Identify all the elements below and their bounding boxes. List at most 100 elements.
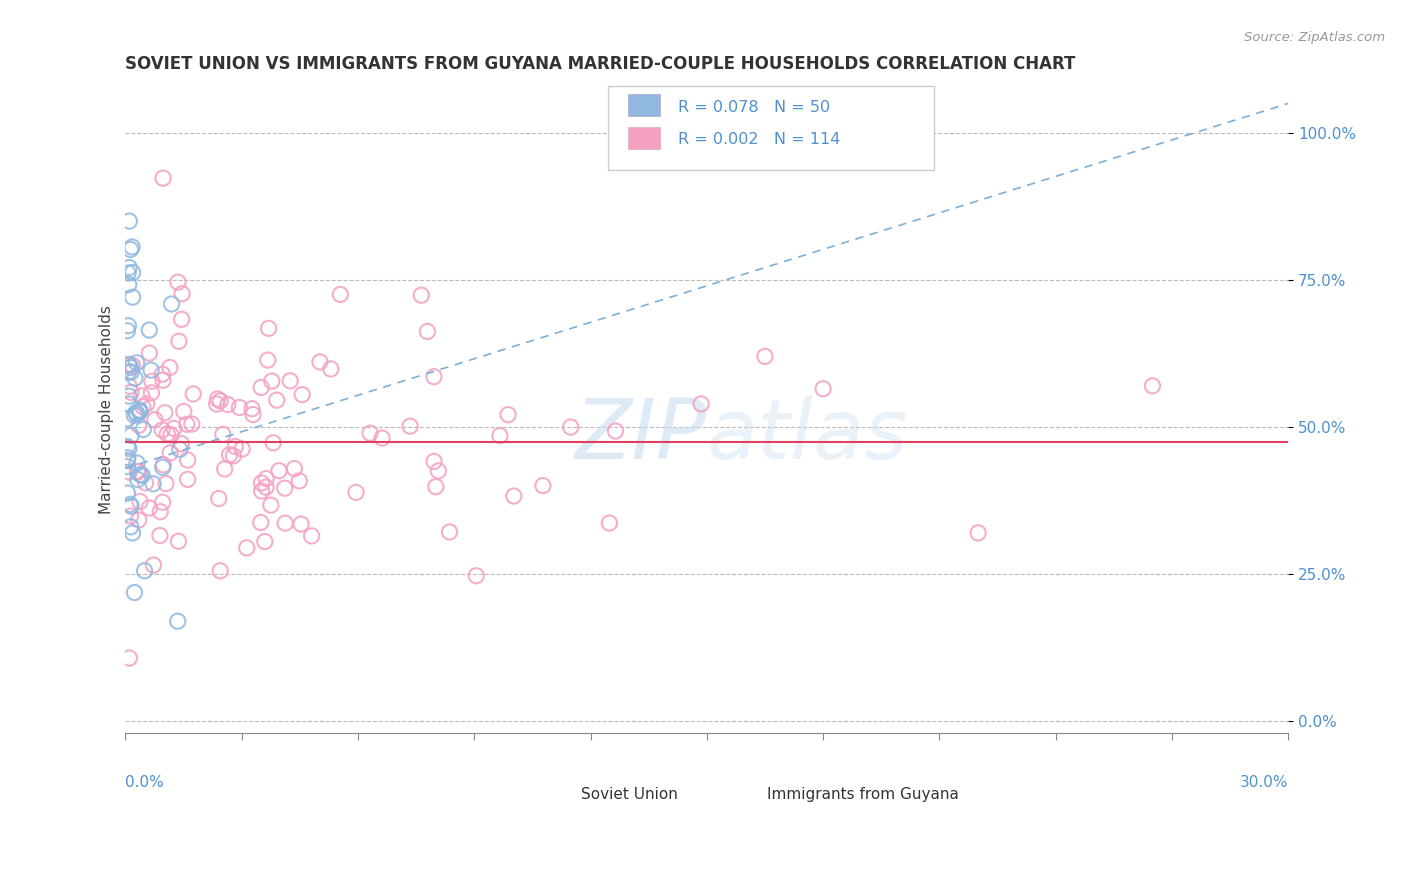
Point	[465, 568, 488, 582]
Point	[423, 369, 446, 384]
Point	[399, 419, 422, 434]
Point	[138, 501, 160, 516]
Point	[228, 401, 250, 415]
Point	[427, 464, 450, 478]
Point	[159, 360, 181, 375]
Point	[132, 422, 155, 436]
Point	[242, 408, 264, 422]
Point	[262, 435, 284, 450]
Text: 0.0%: 0.0%	[125, 775, 165, 790]
Point	[690, 397, 713, 411]
Point	[117, 397, 139, 411]
Point	[118, 214, 141, 228]
Point	[138, 346, 160, 360]
Point	[283, 461, 305, 475]
Point	[371, 431, 394, 445]
Point	[124, 585, 146, 599]
Point	[598, 516, 620, 530]
FancyBboxPatch shape	[607, 86, 934, 170]
Point	[288, 474, 311, 488]
Point	[143, 413, 166, 427]
Point	[291, 387, 314, 401]
Point	[149, 528, 172, 542]
Point	[260, 374, 283, 388]
Point	[254, 480, 277, 494]
Point	[122, 409, 145, 423]
Point	[160, 297, 183, 311]
Point	[167, 334, 190, 349]
Point	[120, 360, 142, 375]
Point	[135, 475, 157, 490]
Point	[150, 423, 173, 437]
Point	[208, 491, 231, 506]
Point	[117, 318, 139, 333]
Point	[496, 408, 519, 422]
Text: atlas: atlas	[707, 395, 908, 475]
Point	[169, 442, 191, 457]
Point	[176, 453, 198, 467]
Point	[121, 265, 143, 279]
Point	[560, 420, 582, 434]
Point	[152, 495, 174, 509]
Point	[260, 498, 283, 512]
Point	[155, 476, 177, 491]
Point	[118, 651, 141, 665]
Point	[176, 472, 198, 486]
Point	[344, 485, 367, 500]
Point	[141, 374, 163, 388]
Point	[142, 476, 165, 491]
Point	[120, 428, 142, 442]
Point	[118, 358, 141, 372]
Point	[359, 426, 381, 441]
Point	[266, 393, 288, 408]
FancyBboxPatch shape	[627, 127, 661, 149]
Point	[127, 465, 149, 479]
Point	[159, 446, 181, 460]
Text: Soviet Union: Soviet Union	[581, 787, 678, 802]
Point	[118, 389, 141, 403]
Point	[118, 465, 141, 479]
Point	[120, 385, 142, 400]
Point	[235, 541, 257, 555]
Point	[131, 468, 153, 483]
Point	[152, 373, 174, 387]
Point	[120, 365, 142, 379]
Point	[170, 286, 193, 301]
Point	[120, 243, 142, 257]
Point	[309, 355, 332, 369]
Point	[256, 353, 278, 368]
Point	[117, 440, 139, 454]
Point	[222, 449, 245, 463]
Point	[124, 371, 146, 385]
Point	[411, 288, 433, 302]
Point	[160, 427, 183, 442]
Point	[209, 564, 232, 578]
Point	[605, 424, 627, 438]
Point	[128, 513, 150, 527]
Point	[214, 462, 236, 476]
Point	[173, 404, 195, 418]
Point	[217, 398, 239, 412]
Text: ZIP: ZIP	[575, 395, 707, 475]
Text: SOVIET UNION VS IMMIGRANTS FROM GUYANA MARRIED-COUPLE HOUSEHOLDS CORRELATION CHA: SOVIET UNION VS IMMIGRANTS FROM GUYANA M…	[125, 55, 1076, 73]
Point	[117, 266, 139, 280]
Point	[149, 505, 172, 519]
Point	[118, 260, 141, 275]
Point	[167, 534, 190, 549]
Point	[250, 483, 273, 498]
Point	[117, 365, 139, 379]
Point	[502, 489, 524, 503]
Point	[117, 412, 139, 426]
Point	[153, 406, 176, 420]
Point	[250, 380, 273, 394]
Point	[439, 524, 461, 539]
Text: Immigrants from Guyana: Immigrants from Guyana	[768, 787, 959, 802]
Text: R = 0.078   N = 50: R = 0.078 N = 50	[678, 100, 830, 115]
Point	[135, 397, 157, 411]
Point	[425, 480, 447, 494]
Point	[117, 486, 139, 500]
Point	[319, 362, 342, 376]
Point	[167, 275, 190, 289]
Point	[209, 393, 232, 408]
Point	[117, 450, 139, 465]
